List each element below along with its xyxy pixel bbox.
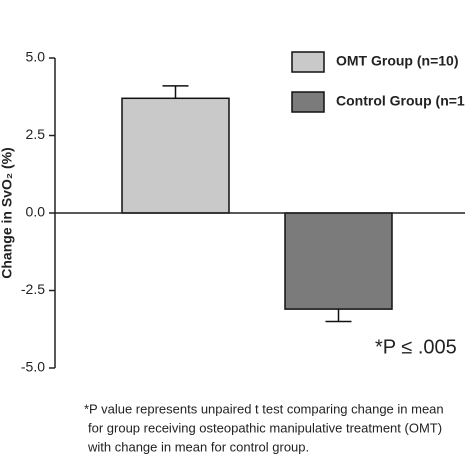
y-tick-label: 5.0	[26, 49, 46, 65]
y-tick-label: -5.0	[21, 359, 45, 375]
legend-swatch	[291, 91, 325, 113]
legend-label: Control Group (n=1	[336, 93, 465, 109]
annotation: *P ≤ .005	[375, 336, 457, 358]
y-tick-label: -2.5	[21, 281, 45, 297]
bar	[121, 97, 230, 214]
y-axis-label: Change in SvO₂ (%)	[0, 147, 15, 278]
bar	[284, 212, 393, 310]
footnote-line: with change in mean for control group.	[87, 439, 309, 454]
footnote-line: *P value represents unpaired t test comp…	[84, 401, 444, 416]
y-tick-label: 2.5	[26, 126, 46, 142]
footnote-line: for group receiving osteopathic manipula…	[88, 420, 442, 435]
legend-swatch	[291, 51, 325, 73]
y-tick-label: 0.0	[26, 204, 46, 220]
legend-label: OMT Group (n=10)	[336, 53, 459, 69]
